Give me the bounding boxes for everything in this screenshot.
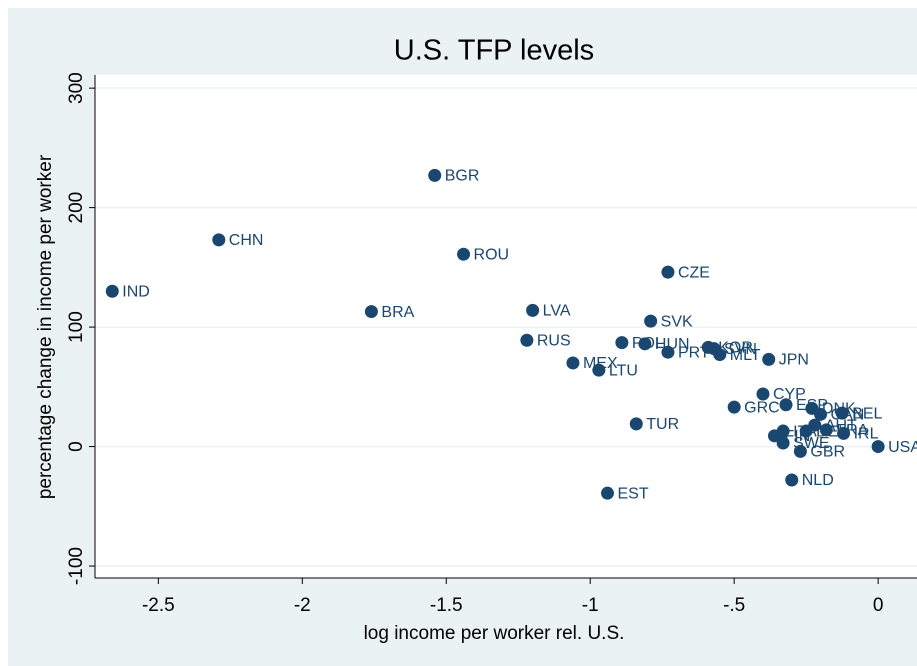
x-tick-label: -2 (294, 595, 311, 616)
chart-title: U.S. TFP levels (394, 35, 594, 67)
point (638, 337, 652, 351)
point (364, 305, 378, 319)
point (713, 348, 727, 362)
point (105, 284, 119, 298)
point-label: JPN (779, 352, 809, 369)
y-tick-label: -100 (66, 547, 87, 585)
point (814, 407, 828, 421)
point (762, 352, 776, 366)
y-tick-label: 0 (66, 441, 87, 452)
point (785, 473, 799, 487)
point-label: SVN (724, 341, 757, 358)
point-label: BGR (445, 168, 480, 185)
point-label: LVA (543, 303, 571, 320)
point-label: CHN (229, 232, 264, 249)
point (701, 340, 715, 354)
point (776, 436, 790, 450)
point-label: NLD (802, 472, 834, 489)
point-label: SVK (661, 313, 693, 330)
point-label: USA (888, 439, 917, 456)
point-label: MLT (730, 347, 761, 364)
point-label: GRC (744, 399, 780, 416)
point (526, 303, 540, 317)
point (592, 363, 606, 377)
point (756, 387, 770, 401)
point (799, 424, 813, 438)
y-tick-label: 300 (66, 72, 87, 104)
point-label: KOR (718, 340, 753, 357)
point (629, 417, 643, 431)
point (779, 398, 793, 412)
point-label: RUS (537, 332, 571, 349)
x-tick-label: -1.5 (430, 595, 463, 616)
point-label: MEX (583, 355, 618, 372)
point-label: CZE (678, 264, 710, 281)
point (661, 265, 675, 279)
y-axis-label: percentage change in income per worker (35, 154, 56, 499)
point-label: TUR (646, 416, 679, 433)
y-tick-label: 200 (66, 192, 87, 224)
point (767, 429, 781, 443)
point-label: ROU (474, 246, 510, 263)
point (661, 345, 675, 359)
point (566, 356, 580, 370)
x-axis-label: log income per worker rel. U.S. (364, 623, 625, 644)
point (644, 314, 658, 328)
point (835, 406, 849, 420)
point-label: IND (122, 283, 150, 300)
point-label: CYP (773, 386, 806, 403)
point (520, 333, 534, 347)
point-label: LTU (609, 362, 638, 379)
x-tick-label: -1 (582, 595, 599, 616)
point (600, 486, 614, 500)
x-tick-label: -.5 (723, 595, 745, 616)
x-tick-label: 0 (873, 595, 884, 616)
point (212, 233, 226, 247)
point (837, 426, 851, 440)
point (615, 336, 629, 350)
point-label: GBR (810, 444, 845, 461)
point-label: ITA (793, 423, 817, 440)
point-label: IRL (854, 426, 879, 443)
point-label: BEL (852, 405, 882, 422)
point-label: BRA (381, 304, 414, 321)
point (793, 444, 807, 458)
point (428, 168, 442, 182)
y-tick-label: 100 (66, 311, 87, 343)
point-label: EST (617, 485, 648, 502)
point-label: FIN (784, 428, 810, 445)
point (871, 440, 885, 454)
point (819, 423, 833, 437)
x-tick-label: -2.5 (142, 595, 175, 616)
point (457, 247, 471, 261)
point (727, 400, 741, 414)
